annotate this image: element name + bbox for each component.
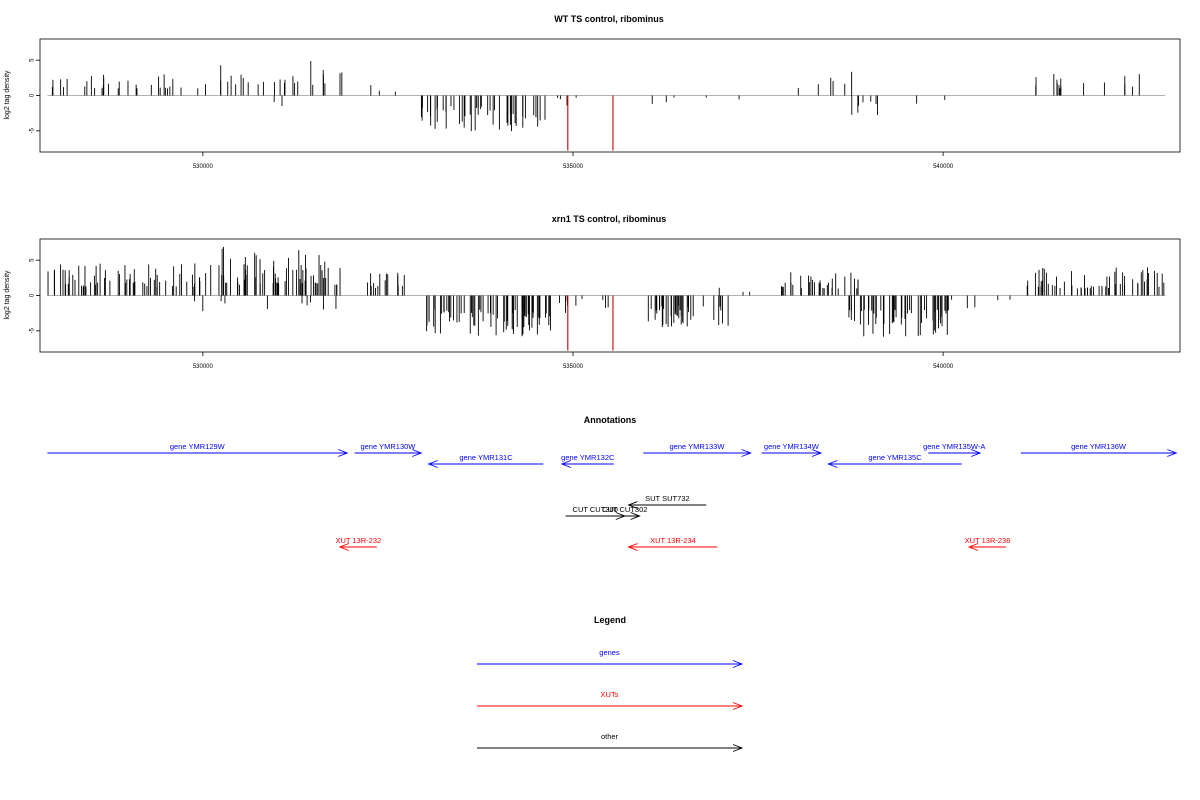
annotations-track: Annotations gene YMR129W gene YMR130Wgene… [47, 415, 1178, 551]
annotation-label: XUT 13R-232 [335, 536, 381, 545]
xrn1-density-panel: xrn1 TS control, ribominus -5 0 5 530000 535… [4, 214, 1181, 370]
xrn1-panel-title: xrn1 TS control, ribominus [552, 214, 667, 224]
annotation-xut: XUT 13R-232 [335, 536, 381, 551]
annotation-label: gene YMR133W [670, 442, 726, 451]
annotation-label: gene YMR135C [868, 453, 922, 462]
annotation-label: CUT CUT302 [602, 505, 647, 514]
annotation-label: XUT 13R-236 [965, 536, 1011, 545]
y-tick-label: 0 [30, 93, 36, 97]
annotation-features: gene YMR129W gene YMR130W gene YMR131C gene… [47, 442, 1178, 551]
y-tick-label: 0 [30, 293, 36, 297]
annotation-other: SUT SUT732 [627, 494, 707, 509]
y-tick-label: -5 [30, 127, 36, 133]
annotation-gene: gene YMR132C [560, 453, 615, 468]
xrn1-density-bars [47, 246, 1166, 351]
annotation-other: CUT CUT302 [602, 505, 647, 520]
annotation-gene: gene YMR135C [827, 453, 962, 468]
annotation-xut: XUT 13R-234 [627, 536, 718, 551]
annotation-label: gene YMR136W [1071, 442, 1127, 451]
annotation-label: XUT 13R-234 [650, 536, 696, 545]
x-tick-label: 530000 [193, 364, 214, 370]
annotations-title: Annotations [584, 415, 637, 425]
annotation-label: gene YMR130W [360, 442, 416, 451]
annotation-label: gene YMR135W-A [923, 442, 985, 451]
legend-title: Legend [594, 615, 626, 625]
x-tick-label: 540000 [933, 364, 954, 370]
annotation-label: gene YMR132C [561, 453, 615, 462]
y-tick-label: 5 [30, 258, 36, 262]
wt-axes: -5 0 5 530000 535000 540000 [30, 58, 954, 170]
annotation-gene: gene YMR131C [427, 453, 544, 468]
x-tick-label: 535000 [563, 364, 584, 370]
legend-item: other [477, 732, 744, 752]
annotation-gene: gene YMR134W [761, 442, 823, 457]
annotation-label: CUT CUT300 [573, 505, 618, 514]
annotation-label: gene YMR129W [170, 442, 226, 451]
annotation-label: SUT SUT732 [645, 494, 689, 503]
x-tick-label: 535000 [563, 164, 584, 170]
annotation-gene: gene YMR130W [354, 442, 423, 457]
legend-label: XUTs [601, 690, 619, 699]
annotation-label: gene YMR131C [459, 453, 513, 462]
legend-label: genes [599, 648, 620, 657]
x-tick-label: 540000 [933, 164, 954, 170]
wt-density-bars [47, 61, 1166, 151]
annotation-gene: gene YMR129W [47, 442, 349, 457]
legend-item: XUTs [477, 690, 744, 710]
annotation-gene: gene YMR133W [643, 442, 752, 457]
annotation-xut: XUT 13R-236 [965, 536, 1011, 551]
annotation-gene: gene YMR135W-A [923, 442, 985, 457]
y-tick-label: -5 [30, 327, 36, 333]
x-tick-label: 530000 [193, 164, 214, 170]
xrn1-axes: -5 0 5 530000 535000 540000 [30, 258, 954, 370]
wt-panel-title: WT TS control, ribominus [554, 14, 664, 24]
annotation-label: gene YMR134W [764, 442, 820, 451]
legend-item: genes [477, 648, 744, 668]
xrn1-y-axis-label: log2 tag density [4, 270, 11, 320]
legend-label: other [601, 732, 619, 741]
legend-items: genes XUTs other [477, 648, 744, 752]
wt-density-panel: WT TS control, ribominus -5 0 5 530000 53500… [4, 14, 1181, 170]
y-tick-label: 5 [30, 58, 36, 62]
wt-y-axis-label: log2 tag density [4, 70, 11, 120]
legend: Legend genes XUTs other [477, 615, 744, 752]
annotation-gene: gene YMR136W [1020, 442, 1178, 457]
